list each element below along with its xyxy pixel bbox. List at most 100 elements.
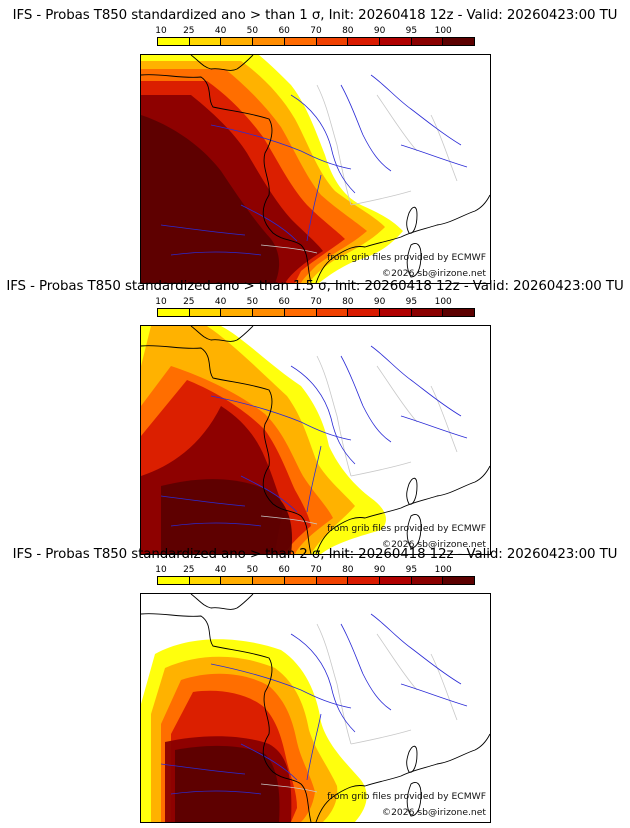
copyright-credit: ©2026 sb@irizone.net (381, 539, 486, 550)
probability-map: from grib files provided by ECMWF ©2026 … (140, 54, 491, 284)
colorbar-swatch-60 (284, 577, 317, 584)
rivers (160, 345, 468, 527)
colorbar-swatch-50 (253, 577, 285, 584)
colorbar-swatch-40 (221, 309, 254, 316)
river-line (290, 94, 356, 194)
river-line (170, 790, 262, 795)
colorbar-tick: 90 (373, 26, 386, 36)
colorbar-swatch-50 (253, 38, 285, 45)
coastline (190, 55, 254, 71)
colorbar-tick: 95 (405, 565, 418, 575)
colorbar-tick: 25 (183, 565, 195, 575)
border-line (430, 114, 458, 182)
colorbar-tick: 80 (342, 297, 354, 307)
source-credit: from grib files provided by ECMWF (327, 523, 486, 534)
panel-title: IFS - Probas T850 standardized ano > tha… (12, 8, 618, 23)
colorbar-swatches (157, 308, 475, 317)
river-line (240, 475, 298, 513)
river-line (210, 124, 352, 170)
colorbar-tick: 10 (155, 565, 167, 575)
colorbar-swatch-95 (411, 577, 444, 584)
colorbar-tick: 50 (246, 26, 259, 36)
sardinia-coastline (406, 243, 422, 278)
panel-title: IFS - Probas T850 standardized ano > tha… (6, 279, 624, 294)
probability-contour-level-100 (161, 479, 293, 554)
border-line (430, 653, 458, 721)
coastline (190, 326, 254, 342)
river-line (160, 495, 246, 507)
colorbar-swatch-25 (189, 309, 222, 316)
river-line (290, 365, 356, 465)
coastlines (141, 55, 490, 283)
colorbar-swatch-50 (253, 309, 285, 316)
colorbar-swatches (157, 37, 475, 46)
river-line (340, 623, 392, 711)
copyright-credit: ©2026 sb@irizone.net (381, 807, 486, 818)
probability-contour-level-100 (175, 745, 280, 822)
probability-map: from grib files provided by ECMWF ©2026 … (140, 593, 491, 823)
colorbar-swatch-70 (316, 309, 349, 316)
map-canvas (141, 594, 490, 822)
colorbar-swatch-100 (443, 38, 475, 45)
colorbar-swatch-100 (443, 309, 475, 316)
colorbar-swatch-25 (189, 38, 222, 45)
river-line (170, 251, 262, 256)
panel-title: IFS - Probas T850 standardized ano > tha… (12, 547, 618, 562)
river-line (160, 763, 246, 775)
colorbar-tick: 60 (278, 565, 290, 575)
coastline (315, 194, 490, 283)
colorbar-tick: 95 (405, 297, 418, 307)
colorbar-swatch-70 (316, 38, 349, 45)
coastline (141, 613, 312, 822)
border-line (376, 365, 418, 423)
colorbar-swatch-80 (348, 38, 380, 45)
colorbar: 10 25 40 50 60 70 80 90 95 100 (155, 297, 475, 325)
colorbar-swatch-100 (443, 577, 475, 584)
colorbar-swatch-60 (284, 309, 317, 316)
colorbar-tick: 40 (214, 297, 227, 307)
river-line (340, 84, 392, 172)
probability-contour-level-100 (141, 115, 280, 283)
colorbar-tick: 70 (310, 297, 322, 307)
corsica-coastline (406, 206, 418, 234)
river-line (240, 204, 298, 242)
admin-borders (260, 355, 458, 525)
colorbar-tick: 90 (373, 297, 386, 307)
border-line (316, 355, 352, 477)
colorbar-tick: 25 (183, 26, 195, 36)
colorbar-tick: 60 (278, 26, 290, 36)
coastline (315, 465, 490, 554)
river-line (170, 522, 262, 527)
border-line (260, 783, 318, 793)
colorbar-tick: 70 (310, 565, 322, 575)
colorbar-swatch-95 (411, 38, 444, 45)
copyright-credit: ©2026 sb@irizone.net (381, 268, 486, 279)
coastline (141, 74, 312, 283)
border-line (376, 94, 418, 152)
river-line (240, 743, 298, 781)
colorbar-tick: 50 (246, 297, 259, 307)
colorbar-tick: 40 (214, 26, 227, 36)
river-line (340, 355, 392, 443)
source-credit: from grib files provided by ECMWF (327, 791, 486, 802)
colorbar-swatch-10 (158, 38, 190, 45)
coastline (141, 345, 312, 554)
colorbar-swatch-40 (221, 38, 254, 45)
colorbar-swatch-90 (379, 38, 412, 45)
corsica-coastline (406, 477, 418, 505)
colorbar-tick: 95 (405, 26, 418, 36)
coastline (190, 594, 254, 610)
colorbar-tick: 100 (434, 565, 452, 575)
border-line (430, 385, 458, 453)
colorbar-swatch-25 (189, 577, 222, 584)
colorbar-tick: 60 (278, 297, 290, 307)
colorbar-swatch-10 (158, 309, 190, 316)
river-line (210, 395, 352, 441)
colorbar-swatch-40 (221, 577, 254, 584)
colorbar-tick: 100 (434, 26, 452, 36)
colorbar-swatch-70 (316, 577, 349, 584)
river-line (400, 683, 468, 707)
colorbar-tick: 70 (310, 26, 322, 36)
border-line (350, 461, 412, 477)
colorbar-swatch-60 (284, 38, 317, 45)
